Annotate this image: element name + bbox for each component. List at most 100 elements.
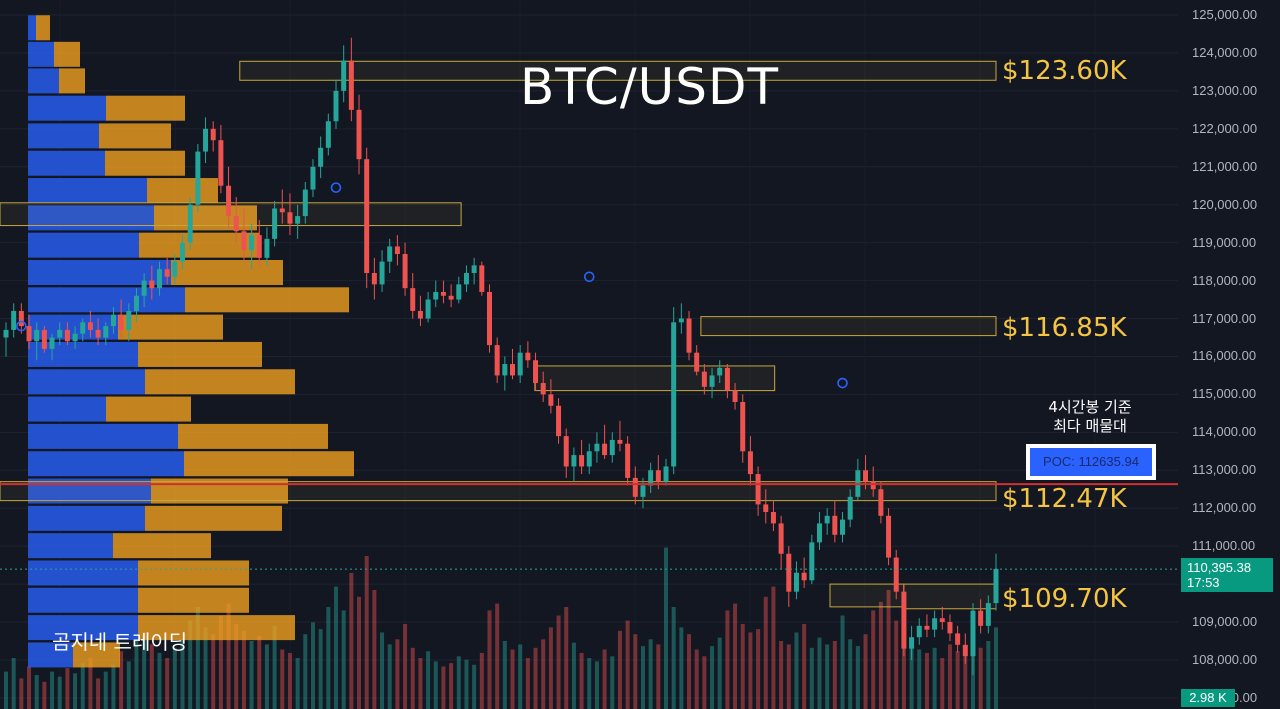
volume-bar (241, 630, 246, 709)
volume-bar (656, 644, 661, 709)
profile-sell-bar (147, 178, 218, 204)
volume-bar (802, 624, 807, 709)
candle-body (448, 295, 454, 300)
candle-body (118, 314, 124, 330)
candle-body (540, 383, 546, 395)
candle-body (34, 329, 40, 342)
candle-body (909, 637, 915, 649)
candle-body (678, 318, 684, 323)
volume-bar (4, 671, 8, 709)
volume-bar (218, 615, 223, 709)
price-tick-label: 118,000.00 (1192, 272, 1257, 288)
candle-body (394, 246, 400, 255)
volume-bar (34, 675, 39, 709)
price-tick-label: 109,000.00 (1192, 614, 1258, 630)
volume-bar (487, 610, 492, 709)
price-tick-label: 124,000.00 (1192, 44, 1258, 60)
profile-sell-bar (36, 15, 50, 41)
volume-bar (264, 644, 269, 709)
candle-body (325, 121, 331, 148)
candle-body (594, 443, 600, 452)
candle-body (510, 364, 516, 376)
volume-bar (387, 644, 392, 709)
candle-body (379, 261, 385, 285)
candle-body (141, 280, 147, 296)
volume-bar (748, 632, 753, 709)
candle-body (241, 231, 247, 251)
candle-body (364, 159, 370, 273)
volume-bar (794, 632, 799, 709)
candle-body (770, 512, 776, 524)
volume-bar (334, 586, 338, 709)
volume-bar (310, 622, 315, 709)
candle-body (440, 291, 446, 296)
volume-bar (142, 632, 147, 709)
volume-bar (27, 666, 32, 709)
price-tick-label: 117,000.00 (1192, 310, 1257, 326)
volume-bar (272, 625, 277, 709)
candle-body (985, 603, 991, 626)
candle-body (732, 390, 738, 402)
candle-body (632, 477, 638, 497)
profile-sell-bar (105, 150, 185, 176)
price-tick-label: 122,000.00 (1192, 120, 1258, 136)
volume-bar (441, 666, 446, 709)
candle-body (64, 329, 70, 342)
candle-body (371, 272, 377, 285)
volume-bar (994, 627, 998, 709)
volume-bar (664, 547, 668, 709)
profile-buy-bar (28, 15, 36, 41)
profile-buy-bar (28, 396, 106, 422)
volume-bar (341, 610, 346, 709)
candle-body (832, 515, 838, 535)
volume-bar (978, 647, 983, 709)
price-tick-label: 119,000.00 (1192, 234, 1257, 250)
chart-title: BTC/USDT (520, 58, 780, 116)
candle-body (402, 254, 408, 289)
candle-body (625, 443, 631, 478)
profile-buy-bar (28, 41, 54, 67)
candle-body (824, 515, 830, 524)
price-tick-label: 113,000.00 (1192, 462, 1257, 478)
volume-bar (295, 658, 300, 709)
volume-bar (687, 634, 692, 709)
candle-body (3, 329, 9, 338)
candle-body (563, 436, 569, 467)
profile-sell-bar (138, 615, 295, 641)
candle-body (425, 299, 431, 319)
volume-bar (617, 630, 622, 709)
volume-bar (963, 656, 968, 709)
volume-bar (364, 556, 369, 709)
volume-bar (149, 644, 154, 709)
volume-bar (932, 647, 937, 709)
candle-body (548, 394, 554, 406)
volume-bar (19, 678, 24, 709)
price-tick-label: 121,000.00 (1192, 158, 1258, 174)
supply-zone (700, 316, 997, 337)
volume-bar (894, 620, 899, 709)
candle-body (410, 288, 416, 311)
volume-bar (848, 639, 853, 709)
candle-body (348, 60, 354, 110)
candle-body (41, 329, 47, 349)
level-label-2: $116.85K (1002, 313, 1127, 343)
volume-bar (725, 610, 730, 709)
volume-bar (73, 673, 78, 709)
candle-body (341, 60, 347, 91)
volume-bar (403, 624, 408, 709)
profile-buy-bar (28, 505, 145, 531)
volume-bar (502, 641, 507, 709)
candle-body (310, 166, 316, 190)
volume-bar (111, 664, 116, 709)
candle-body (433, 291, 439, 300)
candle-body (970, 610, 976, 657)
price-tick-label: 112,000.00 (1192, 500, 1257, 516)
profile-sell-bar (151, 478, 288, 504)
volume-bar (886, 590, 891, 709)
countdown-timer: 17:53 (1187, 575, 1220, 590)
candle-body (533, 360, 539, 384)
profile-buy-bar (28, 560, 138, 586)
volume-bar (840, 615, 845, 709)
